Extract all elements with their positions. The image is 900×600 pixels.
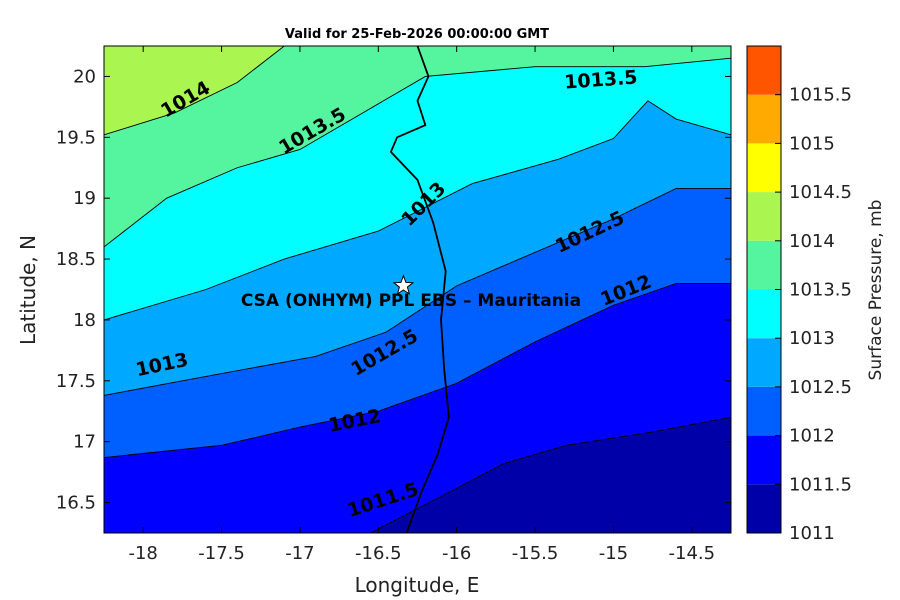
colorbar-swatch-1015 bbox=[747, 94, 781, 144]
colorbar-swatch-1011.5 bbox=[747, 435, 781, 485]
plot-frame bbox=[103, 45, 732, 534]
y-tick-label: 20 bbox=[73, 66, 96, 87]
y-tick-label: 17 bbox=[73, 432, 96, 453]
x-tick-label: -16.5 bbox=[355, 543, 402, 564]
colorbar-tick-label: 1012.5 bbox=[789, 377, 852, 398]
x-tick-label: -17 bbox=[285, 543, 314, 564]
colorbar-tick-label: 1013 bbox=[789, 328, 835, 349]
colorbar-swatch-1014 bbox=[747, 192, 781, 241]
contour-line-1012 bbox=[104, 282, 731, 458]
chart-title: Valid for 25-Feb-2026 00:00:00 GMT bbox=[285, 27, 549, 42]
colorbar-swatch-1013 bbox=[747, 289, 781, 339]
contour-label-1013.5: 1013.5 bbox=[564, 67, 639, 94]
contour-line-1013.5 bbox=[104, 57, 731, 248]
x-tick-label: -15 bbox=[599, 543, 628, 564]
contour-line-1011.5 bbox=[370, 416, 731, 533]
y-tick-label: 18.5 bbox=[56, 249, 96, 270]
band-1013.5 bbox=[104, 46, 731, 247]
x-tick-label: -15.5 bbox=[512, 543, 559, 564]
y-axis: 16.5 17 17.5 18 18.5 19 19.5 20 bbox=[56, 66, 731, 514]
y-tick-label: 17.5 bbox=[56, 371, 96, 392]
contour-bands bbox=[104, 46, 731, 533]
station-star-icon bbox=[392, 274, 415, 296]
plot-area: 1011.5101210121012.51012.5101310131013.5… bbox=[104, 46, 731, 533]
colorbar-tick-label: 1015 bbox=[789, 133, 835, 154]
contour-lines bbox=[104, 46, 731, 533]
x-tick-label: -17.5 bbox=[198, 543, 245, 564]
colorbar: 1011 1011.5 1012 1012.5 1013 1013.5 1014 1014.5… bbox=[746, 45, 852, 544]
y-tick-label: 16.5 bbox=[56, 493, 96, 514]
colorbar-tick-label: 1014 bbox=[789, 231, 835, 252]
station: CSA (ONHYM) PPL EBS – Mauritania bbox=[241, 274, 581, 311]
x-tick-label: -18 bbox=[128, 543, 157, 564]
band-1014 bbox=[104, 46, 285, 135]
x-axis: -18 -17.5 -17 -16.5 -16 -15.5 -15 -14.5 bbox=[128, 46, 715, 564]
contour-line-1012.5 bbox=[104, 187, 731, 396]
coastline bbox=[389, 46, 450, 533]
contour-line-1013 bbox=[104, 100, 731, 321]
colorbar-swatch-1012.5 bbox=[747, 338, 781, 387]
y-tick-label: 18 bbox=[73, 310, 96, 331]
colorbar-tick-label: 1011 bbox=[789, 523, 835, 544]
y-axis-label: Latitude, N bbox=[16, 235, 40, 345]
x-tick-label: -16 bbox=[442, 543, 471, 564]
colorbar-tick-label: 1015.5 bbox=[789, 85, 852, 106]
x-axis-label: Longitude, E bbox=[355, 573, 480, 597]
y-tick-label: 19 bbox=[73, 188, 96, 209]
colorbar-swatch-1013.5 bbox=[747, 240, 781, 290]
colorbar-tick-label: 1011.5 bbox=[789, 474, 852, 495]
colorbar-tick-label: 1014.5 bbox=[789, 182, 852, 203]
contour-line-1014 bbox=[104, 46, 285, 136]
y-tick-label: 19.5 bbox=[56, 127, 96, 148]
colorbar-tick-label: 1012 bbox=[789, 426, 835, 447]
station-label: CSA (ONHYM) PPL EBS – Mauritania bbox=[241, 291, 581, 311]
x-tick-label: -14.5 bbox=[669, 543, 716, 564]
coastline-line bbox=[389, 46, 450, 533]
colorbar-swatch-1011 bbox=[747, 484, 781, 533]
colorbar-swatch-1015.5 bbox=[747, 46, 781, 95]
colorbar-tick-label: 1013.5 bbox=[789, 280, 852, 301]
colorbar-label: Surface Pressure, mb bbox=[866, 200, 886, 381]
colorbar-swatch-1014.5 bbox=[747, 143, 781, 193]
colorbar-swatch-1012 bbox=[747, 386, 781, 436]
